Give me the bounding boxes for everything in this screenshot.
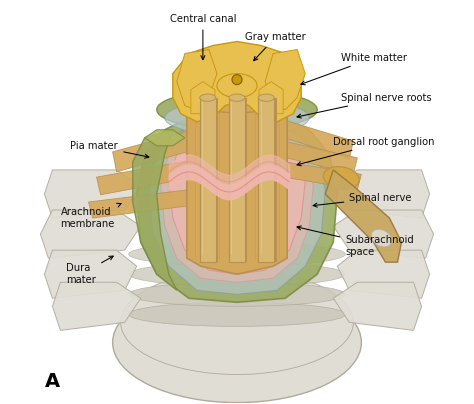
Polygon shape: [261, 98, 277, 262]
Polygon shape: [258, 98, 274, 262]
Polygon shape: [113, 132, 187, 172]
Text: A: A: [45, 372, 60, 391]
Ellipse shape: [128, 302, 346, 326]
Polygon shape: [333, 170, 429, 218]
Polygon shape: [287, 162, 361, 189]
Ellipse shape: [121, 270, 353, 375]
Polygon shape: [265, 50, 305, 110]
Polygon shape: [259, 82, 283, 114]
Text: Pia mater: Pia mater: [71, 141, 149, 158]
Ellipse shape: [323, 166, 359, 189]
Text: White matter: White matter: [301, 53, 407, 85]
Ellipse shape: [200, 94, 216, 101]
Text: Central canal: Central canal: [170, 15, 236, 60]
Polygon shape: [333, 210, 434, 258]
Text: Dura
mater: Dura mater: [66, 256, 113, 285]
Ellipse shape: [217, 74, 257, 98]
Polygon shape: [200, 98, 216, 262]
Polygon shape: [97, 161, 187, 195]
Polygon shape: [287, 121, 353, 159]
Polygon shape: [177, 50, 217, 110]
Ellipse shape: [157, 90, 317, 130]
Ellipse shape: [187, 83, 287, 113]
Ellipse shape: [258, 94, 274, 101]
Ellipse shape: [232, 75, 242, 85]
Text: Dorsal root ganglion: Dorsal root ganglion: [297, 137, 435, 166]
Ellipse shape: [229, 94, 245, 101]
Ellipse shape: [128, 242, 346, 266]
Polygon shape: [333, 282, 421, 330]
Ellipse shape: [371, 229, 392, 247]
Ellipse shape: [165, 100, 309, 136]
Ellipse shape: [128, 282, 346, 306]
Polygon shape: [202, 98, 218, 262]
Ellipse shape: [128, 262, 346, 286]
Polygon shape: [229, 98, 245, 262]
Polygon shape: [53, 282, 141, 330]
Polygon shape: [287, 142, 357, 174]
Polygon shape: [187, 98, 287, 274]
Polygon shape: [40, 210, 141, 258]
Polygon shape: [45, 170, 141, 218]
Text: Subarachnoid
space: Subarachnoid space: [297, 226, 414, 257]
Polygon shape: [325, 170, 401, 262]
Text: Spinal nerve: Spinal nerve: [313, 193, 412, 207]
Polygon shape: [161, 126, 313, 282]
Polygon shape: [137, 110, 337, 302]
Ellipse shape: [113, 282, 361, 403]
Polygon shape: [173, 42, 301, 122]
Polygon shape: [169, 130, 305, 274]
Polygon shape: [181, 114, 293, 250]
Polygon shape: [337, 250, 429, 298]
Text: Arachnoid
membrane: Arachnoid membrane: [61, 203, 121, 229]
Polygon shape: [145, 130, 185, 146]
Polygon shape: [231, 98, 247, 262]
Text: Spinal nerve roots: Spinal nerve roots: [297, 93, 432, 118]
Text: Gray matter: Gray matter: [245, 32, 305, 61]
Polygon shape: [133, 130, 177, 290]
Polygon shape: [191, 82, 215, 114]
Polygon shape: [45, 250, 137, 298]
Polygon shape: [149, 118, 325, 294]
Polygon shape: [89, 190, 187, 218]
